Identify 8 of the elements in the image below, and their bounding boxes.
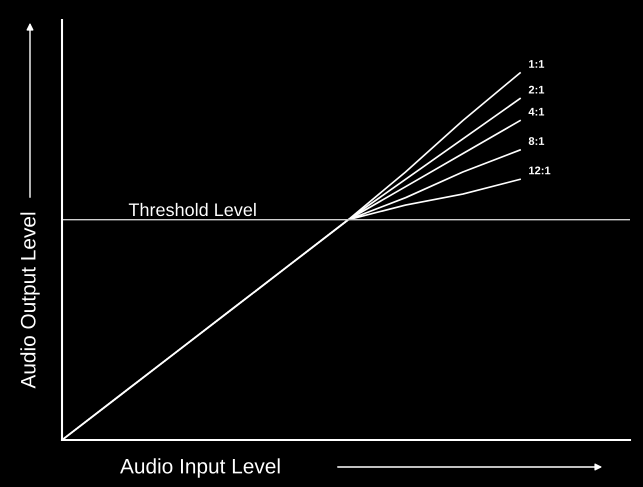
- series-label: 2:1: [528, 86, 544, 94]
- series-label: 12:1: [529, 166, 550, 174]
- y-axis-title: Audio Output Level: [20, 212, 40, 389]
- series-label: 8:1: [528, 137, 544, 145]
- series-label: 1:1: [529, 60, 544, 68]
- ref-line-label: Threshold Level: [128, 202, 256, 216]
- series-label: 4:1: [528, 108, 544, 116]
- x-axis-title: Audio Input Level: [120, 458, 280, 478]
